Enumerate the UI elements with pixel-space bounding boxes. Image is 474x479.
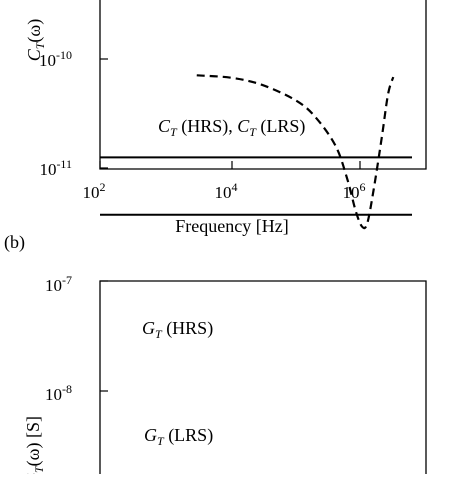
x-tick-label: 106 — [343, 180, 366, 202]
x-tick-label: 102 — [83, 180, 106, 202]
panel-a-frame — [99, 0, 427, 170]
panel-b-series — [100, 74, 412, 230]
panel-b-y-tick-marks — [100, 280, 108, 392]
x-axis-label: Frequency [Hz] — [175, 216, 288, 236]
panel-b: (b) 10-7 10-8 GT(ω) [S] GT (HRS) GT (LRS… — [4, 74, 427, 479]
y-tick-label: 10-7 — [45, 273, 72, 295]
y-axis-label: GT(ω) [S] — [23, 416, 46, 474]
y-axis-label: CT(ω) — [24, 19, 47, 62]
series-label-lrs: GT (LRS) — [144, 425, 213, 448]
panel-a-x-tick-marks — [99, 161, 361, 169]
panel-b-frame — [99, 280, 427, 474]
series-label: CT (HRS), CT (LRS) — [158, 116, 305, 139]
series-label-hrs: GT (HRS) — [142, 318, 213, 341]
y-tick-label: 10-11 — [39, 157, 72, 179]
series-line-dashed — [196, 74, 395, 230]
panel-label: (b) — [4, 232, 25, 253]
y-tick-label: 10-10 — [39, 48, 72, 70]
x-tick-label: 104 — [215, 180, 238, 202]
panel-a-y-tick-marks — [100, 58, 108, 169]
panel-a: 10-10 10-11 102 104 106 Frequency [Hz] C… — [24, 0, 427, 236]
y-tick-label: 10-8 — [45, 382, 72, 404]
